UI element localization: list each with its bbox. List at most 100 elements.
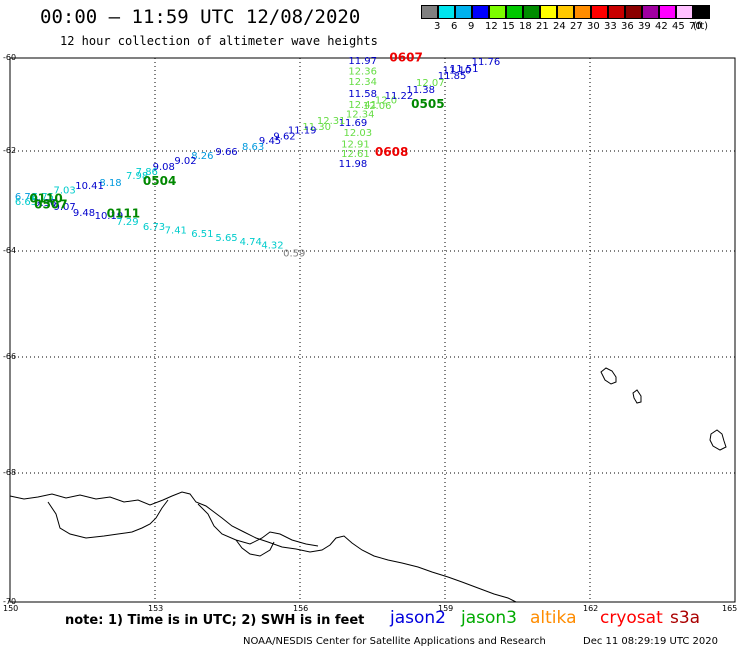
legend-swatch [642,5,659,19]
swh-value-label: 12.06 [363,101,392,112]
swh-value-label: 12.61 [341,149,370,160]
footer-note: note: 1) Time is in UTC; 2) SWH is in fe… [65,613,365,628]
swh-value-label: 6.63 [15,197,37,208]
swh-value-label: 6.78 [15,192,37,203]
legend-swatch [591,5,608,19]
pass-time-label: 0505 [411,97,444,111]
lat-tick-label: -70 [3,597,17,606]
satellite-label-jason2: jason2 [390,608,446,628]
legend-swatch [472,5,489,19]
swh-value-label: 11.69 [339,118,368,129]
legend-swatch [540,5,557,19]
island-3 [709,429,727,451]
swh-value-label: 11.58 [348,89,377,100]
pass-time-label: 0607 [389,51,422,65]
map-subtitle: 12 hour collection of altimeter wave hei… [60,34,378,48]
swh-labels: 11.9712.3612.3411.5812.4112.3411.6912.03… [15,56,500,259]
legend-swatch [693,5,710,19]
swh-value-label: 10.19 [95,211,124,222]
swh-value-label: 6.73 [143,222,165,233]
lat-tick-label: -60 [3,53,17,62]
pass-time-label: 0111 [107,207,140,221]
swh-value-label: 4.74 [240,237,262,248]
legend-swatch [574,5,591,19]
lat-tick-label: -68 [3,468,17,477]
island-2 [632,389,642,404]
swh-value-label: 9.62 [273,131,295,142]
swh-value-label: 11.19 [288,125,317,136]
swh-value-label: 7.86 [136,167,158,178]
swh-value-label: 12.0 [375,96,397,107]
swh-value-label: 5.65 [215,233,237,244]
legend-label: 70 [689,21,702,32]
swh-value-label: 9.36 [34,198,56,209]
swh-value-label: 7.03 [54,186,76,197]
lon-tick-label: 165 [722,604,738,613]
swh-value-label: 12.41 [348,100,377,111]
legend-label: 30 [587,21,600,32]
pass-time-label: 0507 [34,198,67,212]
swh-value-label: 0.59 [283,248,305,259]
legend-unit: (ft) [693,21,709,32]
swh-value-label: 7.41 [165,226,187,237]
swh-value-label: 11.22 [385,91,414,102]
satellite-label-s3a: s3a [670,608,701,628]
lon-tick-label: 156 [293,604,309,613]
swh-value-label: 11.10 [443,65,472,76]
generated-timestamp: Dec 11 08:29:19 UTC 2020 [583,636,718,647]
swh-value-label: 7.98 [126,171,148,182]
legend-swatch [659,5,676,19]
swh-value-label: 4.32 [261,241,283,252]
legend-swatch [506,5,523,19]
legend-label: 36 [621,21,634,32]
legend-swatch [625,5,642,19]
lat-tick-label: -66 [3,352,17,361]
legend-swatch [455,5,472,19]
swh-value-label: 11.51 [450,64,479,75]
lat-tick-label: -64 [3,246,17,255]
legend-swatch [608,5,625,19]
swh-value-label: 8.63 [242,142,264,153]
swh-value-label: 9.07 [54,202,76,213]
swh-value-label: 12.36 [348,67,377,78]
swh-value-label: 8.26 [191,151,213,162]
legend-label: 27 [570,21,583,32]
swh-value-label: 11.98 [339,159,368,170]
swh-value-label: 6.51 [191,229,213,240]
satellite-label-jason3: jason3 [461,608,517,628]
pass-time-label: 0608 [375,145,408,159]
pass-time-label: 0110 [29,192,62,206]
legend-label: 12 [485,21,498,32]
swh-value-label: 11.85 [438,71,467,82]
lat-tick-label: -62 [3,146,17,155]
swh-value-label: 12.31 [317,116,346,127]
coast-inlet [47,499,169,539]
peninsula [197,503,319,547]
legend-label: 33 [604,21,617,32]
shelf-edge [235,539,275,557]
swh-value-label: 9.02 [174,156,196,167]
legend-label: 15 [502,21,515,32]
legend-label: 39 [638,21,651,32]
legend-label: 3 [434,21,441,32]
swh-value-label: 11.38 [406,85,435,96]
legend-label: 18 [519,21,532,32]
legend-swatch [489,5,506,19]
coastline [9,367,727,603]
swh-value-label: 12.91 [341,139,370,150]
antarctic-coastline [9,491,517,603]
lat-lon-grid [10,58,735,602]
lon-tick-label: 159 [438,604,454,613]
legend-swatch [438,5,455,19]
swh-value-label: 11.76 [472,57,501,68]
swh-value-label: 9.08 [153,162,175,173]
legend-label: 24 [553,21,566,32]
map-frame [9,57,736,603]
legend-swatch [676,5,693,19]
legend-label: 6 [451,21,458,32]
pass-time-label: 0504 [143,174,176,188]
swh-value-label: 9.45 [259,136,281,147]
island-1 [600,367,617,385]
